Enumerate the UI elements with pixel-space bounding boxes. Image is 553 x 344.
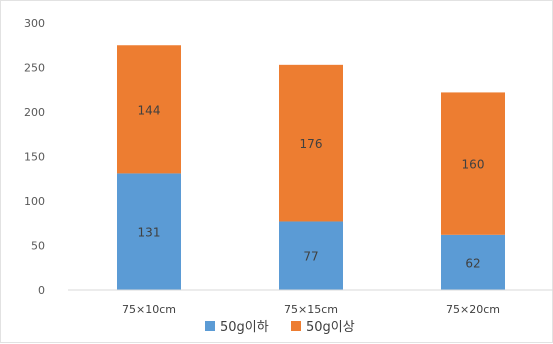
legend: 50g이하 50g이상 xyxy=(205,320,355,335)
bar-segment xyxy=(441,234,505,290)
y-tick-label: 300 xyxy=(24,17,45,30)
x-tick-label: 75×20cm xyxy=(446,303,500,316)
bar-segment xyxy=(117,45,181,174)
legend-label: 50g이하 xyxy=(220,320,269,335)
y-tick-label: 200 xyxy=(24,106,45,119)
bar-segment xyxy=(441,92,505,235)
x-axis: 75×10cm 75×15cm 75×20cm xyxy=(68,289,553,316)
legend-label: 50g이상 xyxy=(306,320,355,335)
y-tick-label: 0 xyxy=(38,284,45,297)
y-tick-label: 150 xyxy=(24,151,45,164)
data-label: 62 xyxy=(465,256,480,270)
x-tick-label: 75×15cm xyxy=(284,303,338,316)
bar-segment xyxy=(117,173,181,290)
data-label: 77 xyxy=(303,250,318,264)
y-tick-label: 50 xyxy=(31,240,45,253)
data-label: 176 xyxy=(300,137,323,151)
y-tick-label: 100 xyxy=(24,195,45,208)
legend-swatch xyxy=(205,321,215,331)
legend-swatch xyxy=(291,321,301,331)
x-tick-label: 75×10cm xyxy=(122,303,176,316)
data-label: 131 xyxy=(138,226,161,240)
y-axis: 0 50 100 150 200 250 300 xyxy=(24,17,45,297)
y-tick-label: 250 xyxy=(24,62,45,75)
data-label: 144 xyxy=(138,103,161,117)
data-label: 160 xyxy=(462,158,485,172)
bar-segment xyxy=(279,64,343,222)
bar-segment xyxy=(279,221,343,290)
bars: 131 144 77 176 62 160 xyxy=(117,45,505,290)
